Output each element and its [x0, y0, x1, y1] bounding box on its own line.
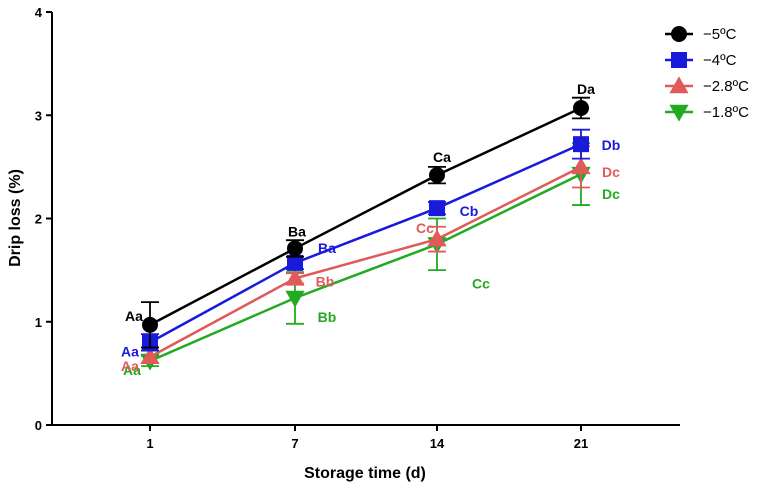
data-point	[140, 347, 160, 365]
significance-label: Ba	[288, 223, 306, 239]
significance-label: Da	[577, 81, 595, 97]
y-tick-label: 3	[35, 108, 42, 123]
y-axis-title: Drip loss (%)	[7, 169, 24, 267]
significance-label: Bb	[318, 309, 337, 325]
series-1: Aa Ba Cb Db	[121, 128, 621, 359]
legend-label: −1.8ºC	[703, 104, 749, 121]
y-tick-label: 0	[35, 418, 42, 433]
axes: 0 1 2 3 4 1 7 14 21	[35, 5, 680, 451]
legend: −5ºC −4ºC −2.8ºC −1.8ºC	[665, 26, 749, 122]
significance-label: Aa	[125, 308, 143, 324]
significance-label: Ca	[433, 149, 451, 165]
series-line	[149, 143, 582, 344]
legend-item: −1.8ºC	[665, 104, 749, 122]
legend-item: −2.8ºC	[665, 76, 749, 95]
significance-label: Cb	[460, 203, 479, 219]
x-tick-label: 14	[430, 436, 445, 451]
significance-label: Db	[602, 137, 621, 153]
significance-label: Bb	[316, 273, 335, 289]
legend-marker	[671, 52, 687, 68]
x-tick-label: 21	[574, 436, 588, 451]
x-tick-label: 1	[146, 436, 153, 451]
series-layer: Aa Bb Cc Dc Aa Bb Cc Dc Aa Ba Cb Db Aa Ba Ca Da	[121, 81, 620, 378]
series-3: Aa Bb Cc Dc	[123, 142, 620, 378]
significance-label: Aa	[121, 358, 139, 374]
significance-label: Cc	[472, 275, 490, 291]
significance-label: Cc	[416, 220, 434, 236]
data-point	[285, 268, 305, 286]
significance-label: Dc	[602, 186, 620, 202]
data-point	[571, 157, 591, 175]
series-line	[149, 172, 582, 363]
series-line	[149, 165, 582, 358]
series-0: Aa Ba Ca Da	[125, 81, 595, 349]
significance-label: Aa	[121, 343, 139, 359]
data-point	[429, 200, 445, 217]
legend-marker	[669, 104, 689, 122]
data-point	[573, 136, 589, 153]
data-point	[287, 254, 303, 271]
significance-label: Dc	[602, 164, 620, 180]
data-point	[142, 316, 158, 333]
x-tick-label: 7	[291, 436, 298, 451]
legend-label: −2.8ºC	[703, 78, 749, 95]
data-point	[285, 290, 305, 308]
y-tick-label: 4	[35, 5, 43, 20]
significance-label: Aa	[123, 362, 141, 378]
x-axis-title: Storage time (d)	[304, 465, 426, 482]
data-point	[429, 167, 445, 184]
legend-label: −4ºC	[703, 52, 737, 69]
data-point	[427, 229, 447, 247]
legend-marker	[669, 76, 689, 94]
legend-marker	[671, 26, 687, 42]
series-line	[149, 106, 582, 326]
data-point	[573, 100, 589, 117]
legend-item: −5ºC	[665, 26, 737, 43]
data-point	[287, 240, 303, 257]
legend-label: −5ºC	[703, 26, 737, 43]
y-tick-label: 2	[35, 212, 42, 227]
significance-label: Ba	[318, 240, 336, 256]
y-tick-label: 1	[35, 315, 42, 330]
legend-item: −4ºC	[665, 52, 737, 69]
